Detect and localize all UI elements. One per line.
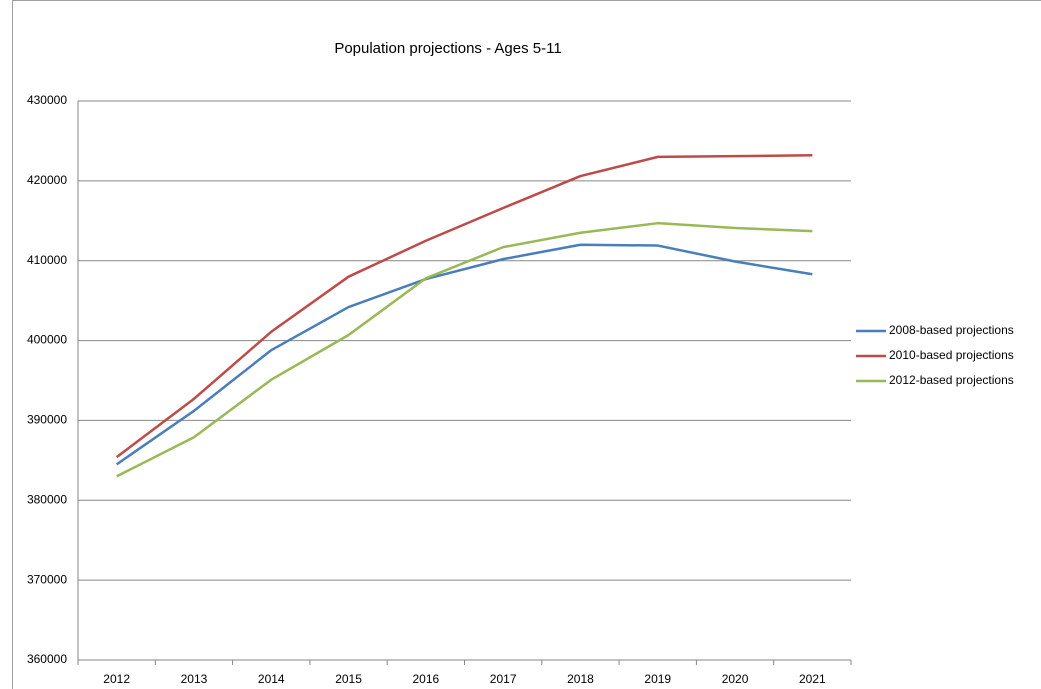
x-tick-label: 2014 — [258, 672, 285, 686]
chart-frame — [12, 0, 1041, 689]
legend-label: 2010-based projections — [889, 348, 1014, 362]
y-tick-label: 360000 — [27, 652, 67, 666]
legend-label: 2008-based projections — [889, 323, 1014, 337]
x-tick-label: 2015 — [335, 672, 362, 686]
legend-label: 2012-based projections — [889, 373, 1014, 387]
x-tick-label: 2019 — [644, 672, 671, 686]
x-tick-label: 2012 — [103, 672, 130, 686]
x-tick-label: 2016 — [412, 672, 439, 686]
chart-title: Population projections - Ages 5-11 — [334, 40, 561, 57]
y-tick-label: 420000 — [27, 173, 67, 187]
y-tick-label: 380000 — [27, 492, 67, 506]
x-tick-label: 2013 — [181, 672, 208, 686]
series-line — [115, 154, 813, 459]
series-line — [115, 243, 813, 466]
y-tick-label: 430000 — [27, 93, 67, 107]
x-tick-label: 2018 — [567, 672, 594, 686]
x-tick-label: 2017 — [490, 672, 517, 686]
series-line — [116, 221, 813, 478]
y-tick-label: 390000 — [27, 413, 67, 427]
y-tick-label: 370000 — [27, 572, 67, 586]
x-tick-label: 2020 — [722, 672, 749, 686]
x-tick-label: 2021 — [799, 672, 826, 686]
y-tick-label: 400000 — [27, 333, 67, 347]
y-tick-label: 410000 — [27, 253, 67, 267]
